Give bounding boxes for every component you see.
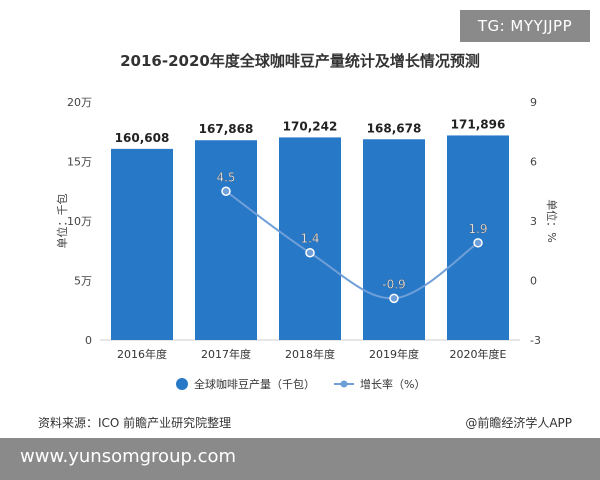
bar (195, 140, 257, 340)
x-tick-label: 2017年度 (201, 347, 251, 361)
line-value-label: 1.9 (468, 222, 487, 236)
x-tick-label: 2018年度 (285, 347, 335, 361)
source-note: 资料来源：ICO 前瞻产业研究院整理 (38, 416, 232, 430)
bar (363, 139, 425, 340)
y-tick-label: 20万 (67, 96, 92, 109)
chart-svg: 0 5万 10万 15万 20万 -3 0 3 6 9 单位：千包 单位：% 160,608 167,86… (55, 96, 559, 391)
line-value-label: 4.5 (216, 170, 235, 184)
y-tick-label: 15万 (67, 156, 92, 169)
line-point (221, 186, 231, 196)
legend-bar-marker (176, 378, 188, 390)
y-tick-label: 5万 (74, 275, 92, 288)
line-value-label: 1.4 (300, 232, 319, 246)
y-tick-label: 0 (85, 334, 92, 347)
line-point (389, 293, 399, 304)
legend-line-label: 增长率（%） (360, 377, 425, 391)
bar-value-label: 171,896 (451, 117, 506, 131)
watermark-tag: TG: MYYJJPP (460, 10, 590, 42)
line-value-label: -0.9 (382, 277, 405, 291)
line-point (305, 247, 315, 258)
bar (447, 135, 509, 340)
footer-url: www.yunsomgroup.com (20, 446, 237, 467)
y-tick-label: 10万 (67, 215, 92, 228)
bar-value-label: 168,678 (367, 121, 422, 135)
footer-bar: www.yunsomgroup.com (0, 438, 600, 480)
x-tick-label: 2016年度 (117, 347, 167, 361)
chart-title: 2016-2020年度全球咖啡豆产量统计及增长情况预测 (120, 52, 480, 70)
y-axis-label: 单位：千包 (55, 194, 69, 249)
x-tick-label: 2019年度 (369, 347, 419, 361)
bar-value-label: 167,868 (199, 122, 254, 136)
bar-value-label: 170,242 (283, 119, 338, 133)
growth-line (225, 190, 479, 300)
y2-tick-label: -3 (530, 334, 541, 347)
y2-tick-label: 3 (530, 215, 537, 228)
line-point (473, 238, 483, 248)
x-tick-label: 2020年度E (450, 347, 507, 361)
y2-axis-label: 单位：% (545, 199, 559, 242)
credit-note: @前瞻经济学人APP (465, 416, 572, 430)
y2-tick-label: 0 (530, 275, 537, 288)
bar (111, 148, 173, 340)
y2-tick-label: 9 (530, 96, 537, 109)
y2-tick-label: 6 (530, 156, 537, 169)
bar-value-label: 160,608 (115, 131, 170, 145)
legend-bar-label: 全球咖啡豆产量（千包） (194, 377, 315, 391)
legend-line-dot (340, 380, 348, 388)
